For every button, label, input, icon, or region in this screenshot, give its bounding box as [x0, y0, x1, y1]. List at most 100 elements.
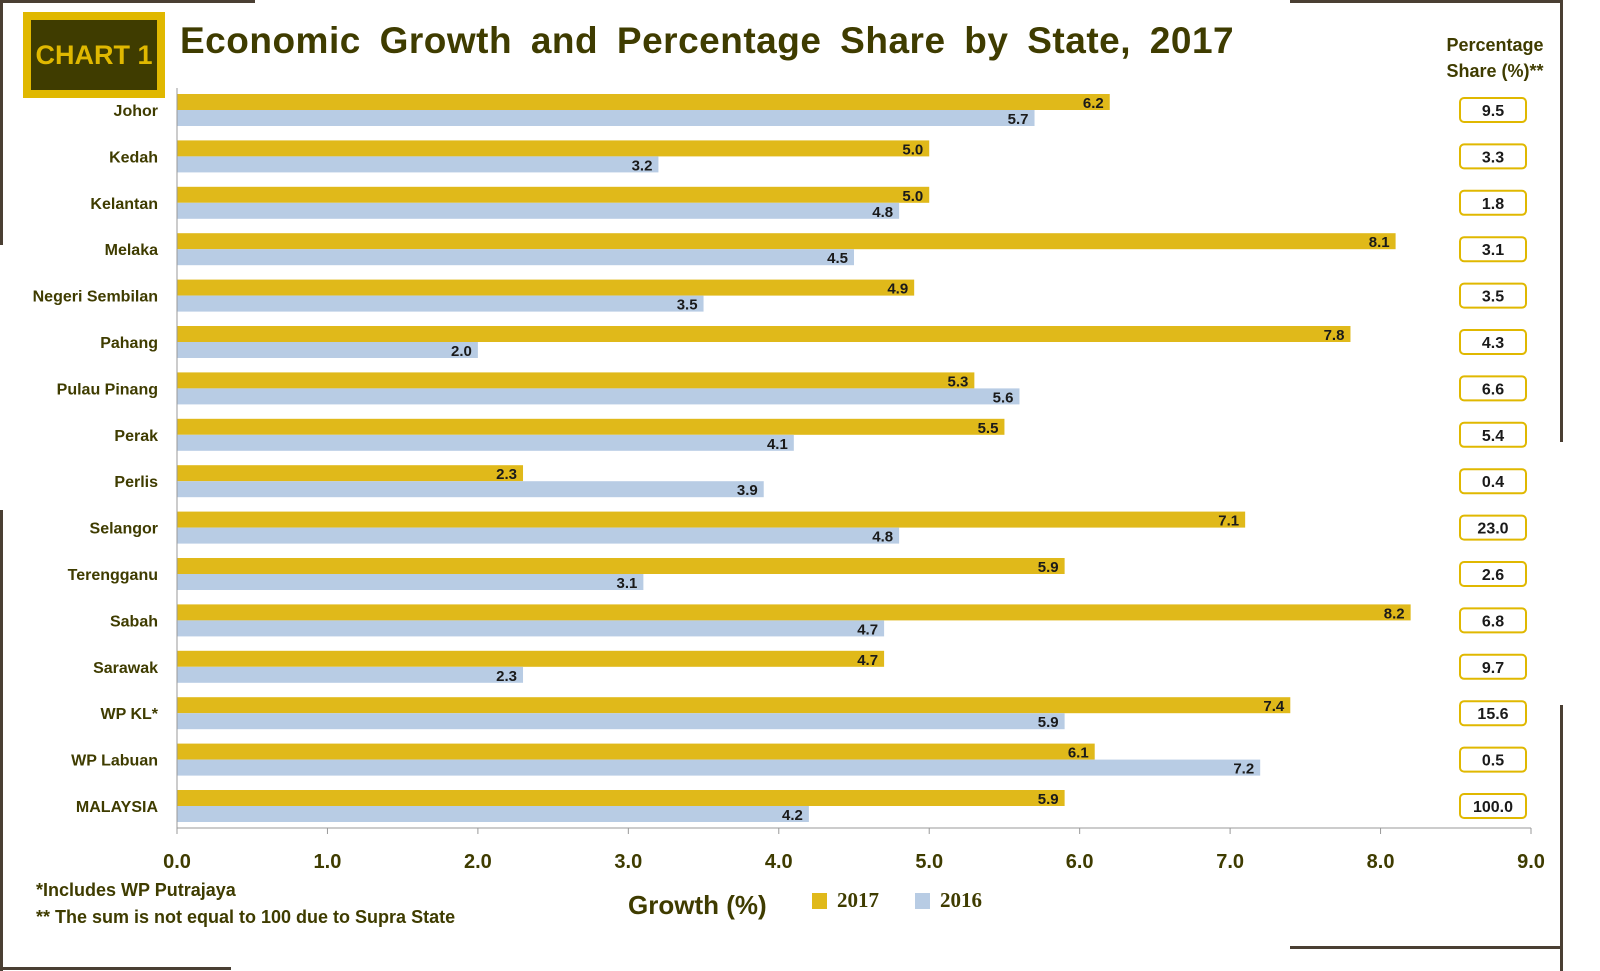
bar-2017: [177, 326, 1351, 342]
legend-swatch-2016: [915, 892, 930, 909]
bar-2016: [177, 620, 885, 637]
share-box: [1459, 746, 1527, 773]
data-label-2016: 3.5: [677, 297, 698, 314]
category-label: Johor: [114, 103, 158, 120]
data-label-2016: 7.2: [1233, 761, 1254, 778]
data-label-2016: 3.1: [617, 575, 638, 592]
data-label-2016: 5.7: [1008, 111, 1029, 128]
bar-2017: [177, 790, 1065, 806]
data-label-2016: 4.2: [782, 807, 803, 824]
bar-2016: [177, 202, 900, 219]
bar-2016: [177, 110, 1035, 126]
x-tick-label: 6.0: [1066, 851, 1094, 873]
data-label-2017: 2.3: [496, 466, 517, 483]
x-tick-label: 4.0: [765, 851, 793, 873]
share-value: 2.6: [1482, 567, 1504, 584]
data-label-2017: 5.5: [978, 420, 999, 437]
share-box: [1459, 793, 1527, 819]
frame-bottom-right-h: [1290, 946, 1563, 949]
frame-bottom-left-h: [0, 967, 231, 970]
bar-2016: [177, 574, 644, 590]
share-box: [1459, 468, 1527, 495]
data-label-2016: 4.5: [827, 250, 848, 267]
bar-2016: [177, 759, 1261, 776]
bar-2016: [177, 249, 854, 266]
data-label-2016: 4.7: [857, 621, 878, 638]
data-label-2016: 2.0: [451, 343, 472, 360]
category-label: Kedah: [109, 149, 158, 166]
category-label: Melaka: [105, 242, 158, 259]
x-tick-label: 8.0: [1367, 851, 1395, 873]
data-label-2016: 5.9: [1038, 714, 1059, 731]
share-box: [1459, 607, 1527, 634]
data-label-2016: 4.8: [872, 204, 893, 221]
bar-2016: [177, 295, 704, 312]
category-label: WP Labuan: [71, 753, 158, 770]
x-tick-label: 2.0: [464, 851, 492, 873]
category-label: WP KL*: [101, 706, 159, 723]
category-label: MALAYSIA: [76, 799, 159, 816]
data-label-2016: 3.2: [632, 157, 653, 174]
share-box: [1459, 375, 1527, 402]
data-label-2017: 5.0: [902, 141, 923, 158]
share-box: [1459, 329, 1527, 355]
share-value: 3.3: [1482, 149, 1504, 166]
x-tick-label: 9.0: [1517, 851, 1545, 873]
data-label-2017: 6.1: [1068, 745, 1089, 762]
category-label: Pulau Pinang: [57, 381, 158, 398]
share-box: [1459, 653, 1527, 680]
legend-2016: 2016: [915, 888, 982, 913]
data-label-2017: 4.9: [887, 281, 908, 298]
share-box: [1459, 561, 1527, 587]
data-label-2016: 3.9: [737, 482, 758, 499]
share-box: [1459, 236, 1527, 263]
x-axis-label: Growth (%): [628, 890, 767, 920]
x-tick-label: 7.0: [1216, 851, 1244, 873]
category-label: Selangor: [90, 521, 158, 538]
bar-2016: [177, 806, 809, 822]
bar-2017: [177, 279, 915, 296]
data-label-2017: 7.8: [1324, 327, 1345, 344]
share-box: [1459, 189, 1527, 216]
category-label: Sarawak: [93, 660, 158, 677]
share-value: 0.5: [1482, 753, 1504, 770]
share-box: [1459, 700, 1527, 727]
frame-top-right-h: [1290, 0, 1562, 3]
x-tick-label: 5.0: [915, 851, 943, 873]
category-label: Pahang: [100, 335, 158, 352]
data-label-2017: 5.0: [902, 188, 923, 205]
x-tick-label: 0.0: [163, 851, 191, 873]
category-label: Terengganu: [68, 567, 158, 584]
share-box: [1459, 97, 1527, 123]
bar-2017: [177, 140, 930, 157]
legend-label-2017: 2017: [837, 888, 879, 912]
legend-swatch-2017: [812, 892, 827, 909]
frame-top-right-v: [1560, 0, 1563, 442]
bar-2017: [177, 650, 885, 667]
legend-label-2016: 2016: [940, 888, 982, 912]
percentage-share-header: Percentage Share (%)**: [1446, 35, 1544, 81]
share-box: [1459, 421, 1527, 448]
bar-2017: [177, 697, 1291, 714]
data-label-2017: 4.7: [857, 652, 878, 669]
data-label-2017: 6.2: [1083, 95, 1104, 112]
data-label-2017: 7.4: [1263, 698, 1285, 715]
data-label-2017: 5.9: [1038, 559, 1059, 576]
share-value: 9.7: [1482, 660, 1504, 677]
share-value: 23.0: [1477, 521, 1508, 538]
bar-2016: [177, 342, 478, 358]
bar-2016: [177, 713, 1065, 730]
share-value: 100.0: [1473, 799, 1513, 816]
x-tick-label: 3.0: [614, 851, 642, 873]
bar-2017: [177, 186, 930, 203]
share-value: 6.6: [1482, 381, 1504, 398]
data-label-2016: 5.6: [993, 389, 1014, 406]
category-label: Perak: [114, 428, 158, 445]
bar-2017: [177, 233, 1396, 250]
frame-bottom-right-v: [1560, 705, 1563, 971]
bar-2017: [177, 372, 975, 389]
legend-2017: 2017: [812, 888, 879, 913]
share-box: [1459, 143, 1527, 170]
bar-2016: [177, 527, 900, 544]
